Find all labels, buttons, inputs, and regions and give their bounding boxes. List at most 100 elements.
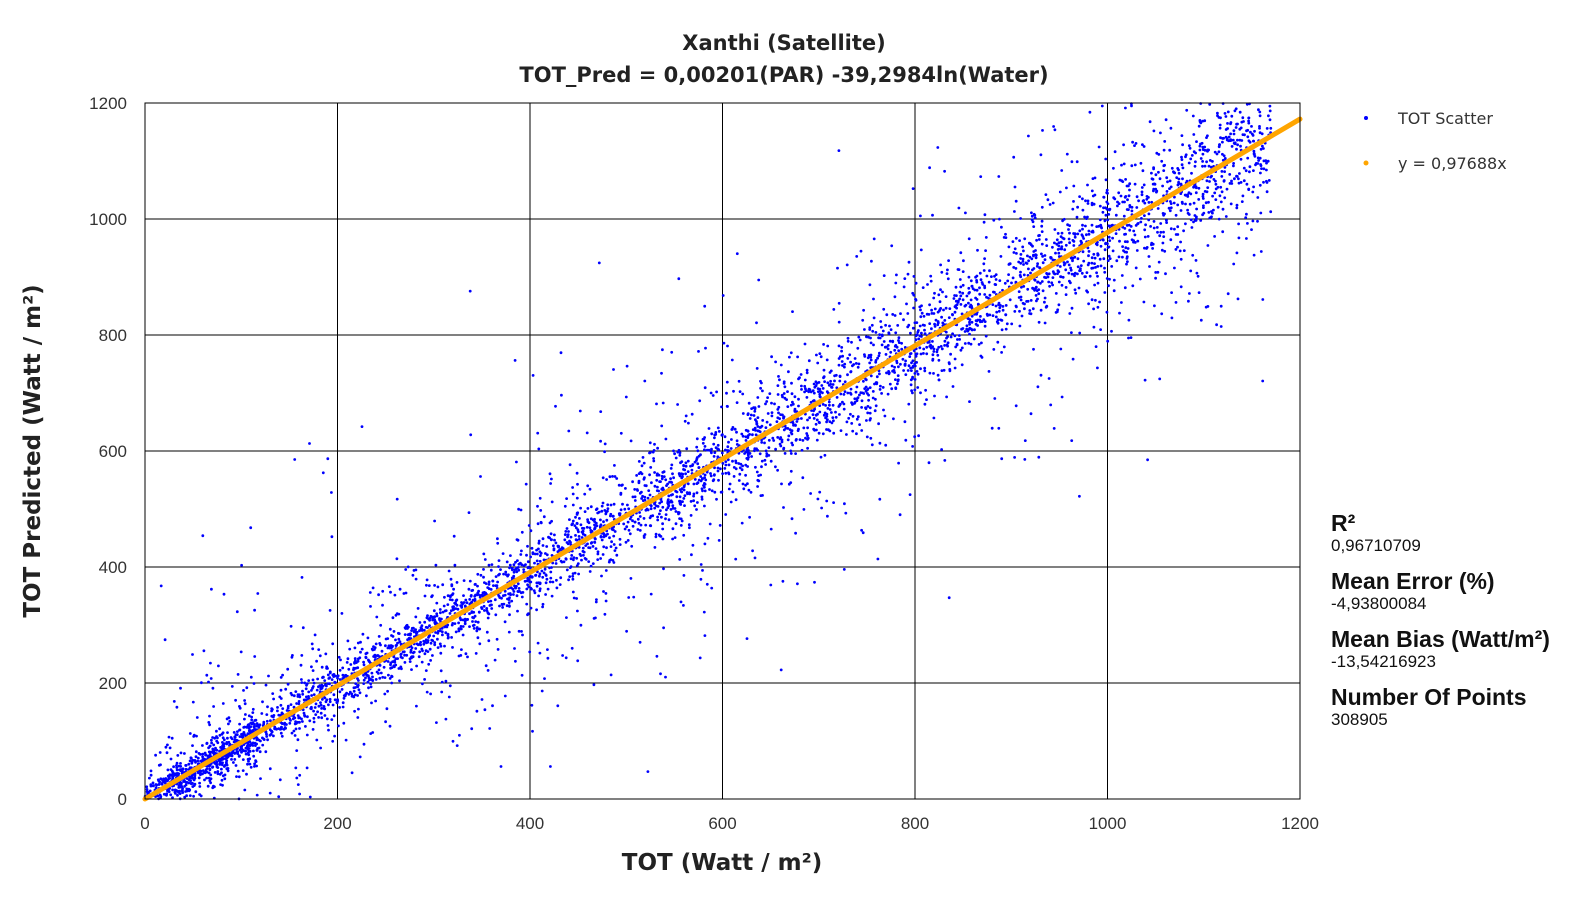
scatter-point bbox=[629, 577, 633, 580]
scatter-point bbox=[864, 406, 867, 410]
scatter-point bbox=[271, 708, 274, 711]
scatter-point bbox=[1113, 150, 1117, 154]
scatter-point bbox=[489, 599, 493, 603]
scatter-point bbox=[149, 773, 153, 777]
scatter-point bbox=[362, 660, 365, 664]
scatter-point bbox=[870, 443, 874, 447]
scatter-point bbox=[780, 438, 784, 442]
scatter-point bbox=[415, 664, 418, 668]
scatter-point bbox=[158, 793, 162, 797]
scatter-point bbox=[700, 495, 704, 499]
scatter-point bbox=[560, 393, 563, 397]
scatter-point bbox=[737, 479, 741, 482]
scatter-point bbox=[1051, 283, 1054, 287]
scatter-point bbox=[473, 583, 477, 586]
scatter-point bbox=[324, 700, 328, 704]
scatter-point bbox=[819, 355, 823, 359]
scatter-point bbox=[907, 260, 911, 264]
scatter-point bbox=[889, 328, 893, 331]
scatter-point bbox=[937, 345, 941, 349]
scatter-point bbox=[906, 369, 910, 372]
scatter-point bbox=[1128, 188, 1131, 192]
scatter-point bbox=[907, 402, 911, 406]
scatter-point bbox=[626, 520, 630, 524]
scatter-point bbox=[967, 341, 971, 345]
scatter-point bbox=[765, 454, 769, 458]
scatter-point bbox=[1087, 250, 1091, 253]
scatter-point bbox=[732, 475, 736, 478]
scatter-point bbox=[953, 366, 957, 370]
scatter-point bbox=[983, 293, 987, 296]
scatter-point bbox=[1007, 245, 1011, 249]
scatter-point bbox=[183, 785, 187, 788]
scatter-point bbox=[869, 341, 873, 345]
scatter-point bbox=[659, 535, 663, 538]
scatter-point bbox=[653, 471, 656, 474]
scatter-point bbox=[976, 248, 979, 252]
scatter-point bbox=[1026, 299, 1030, 303]
scatter-point bbox=[1001, 308, 1005, 312]
scatter-point bbox=[925, 345, 929, 349]
scatter-point bbox=[856, 346, 860, 350]
scatter-point bbox=[1060, 283, 1064, 287]
scatter-point bbox=[589, 564, 593, 568]
scatter-point bbox=[191, 653, 194, 656]
scatter-point bbox=[741, 412, 745, 415]
scatter-point bbox=[1001, 305, 1005, 308]
scatter-point bbox=[345, 661, 349, 664]
scatter-point bbox=[156, 794, 160, 798]
scatter-point bbox=[1233, 141, 1237, 145]
scatter-point bbox=[467, 587, 471, 591]
scatter-point bbox=[198, 781, 202, 785]
scatter-point bbox=[288, 721, 292, 725]
scatter-point bbox=[1133, 144, 1136, 148]
scatter-point bbox=[1158, 177, 1162, 181]
scatter-point bbox=[974, 296, 977, 300]
scatter-point bbox=[405, 624, 408, 628]
scatter-point bbox=[1194, 160, 1197, 164]
scatter-point bbox=[1265, 161, 1268, 165]
scatter-point bbox=[1169, 202, 1173, 206]
scatter-point bbox=[164, 777, 168, 780]
scatter-point bbox=[1064, 293, 1068, 296]
scatter-point bbox=[772, 439, 776, 442]
scatter-point bbox=[598, 525, 602, 528]
scatter-point bbox=[356, 641, 360, 645]
scatter-point bbox=[202, 649, 206, 653]
scatter-point bbox=[436, 637, 439, 641]
scatter-point bbox=[1201, 164, 1204, 168]
scatter-point bbox=[396, 657, 399, 660]
scatter-point bbox=[382, 665, 386, 669]
scatter-point bbox=[1060, 395, 1064, 399]
scatter-point bbox=[501, 603, 504, 606]
scatter-point bbox=[782, 392, 786, 395]
scatter-point bbox=[1247, 187, 1251, 191]
scatter-point bbox=[709, 391, 713, 395]
scatter-point bbox=[1165, 219, 1168, 222]
scatter-point bbox=[1137, 199, 1140, 203]
scatter-point bbox=[997, 175, 1001, 178]
scatter-point bbox=[791, 443, 794, 447]
scatter-point bbox=[549, 482, 552, 485]
scatter-point bbox=[1187, 144, 1191, 148]
scatter-point bbox=[1197, 186, 1201, 190]
scatter-point bbox=[1125, 184, 1129, 188]
scatter-point bbox=[1202, 206, 1205, 210]
scatter-point bbox=[1261, 379, 1265, 383]
scatter-point bbox=[769, 459, 773, 463]
scatter-point bbox=[328, 697, 332, 701]
scatter-point bbox=[897, 349, 901, 353]
scatter-point bbox=[841, 400, 844, 404]
scatter-point bbox=[1162, 235, 1166, 239]
scatter-point bbox=[1000, 225, 1003, 229]
scatter-point bbox=[883, 414, 887, 418]
scatter-point bbox=[642, 517, 646, 520]
scatter-point bbox=[369, 682, 373, 686]
scatter-point bbox=[695, 508, 698, 511]
scatter-point bbox=[800, 448, 804, 452]
scatter-point bbox=[1145, 247, 1148, 250]
scatter-point bbox=[318, 690, 322, 694]
scatter-point bbox=[1045, 244, 1049, 248]
scatter-point bbox=[165, 779, 169, 783]
scatter-point bbox=[1248, 165, 1252, 169]
